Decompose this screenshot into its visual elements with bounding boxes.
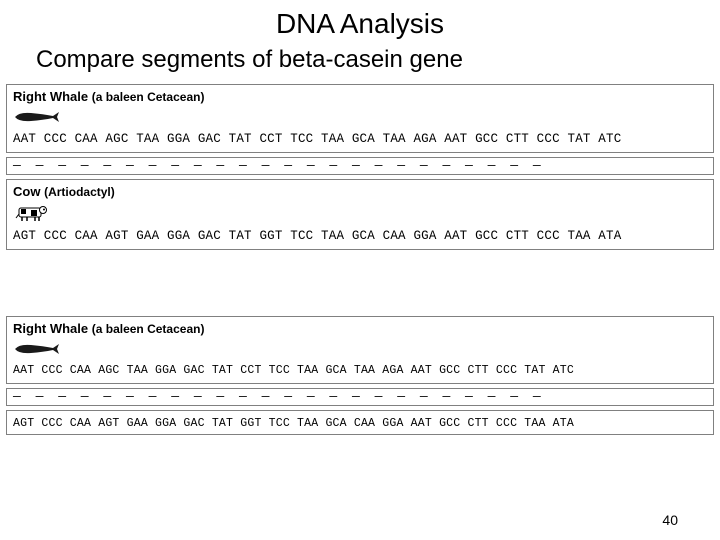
species-paren: (a baleen Cetacean)	[92, 90, 205, 104]
dash-text: — — — — — — — — — — — — — — — — — — — — …	[13, 160, 707, 172]
dash-text: — — — — — — — — — — — — — — — — — — — — …	[13, 391, 707, 403]
sequence-text-cow-2: AGT CCC CAA AGT GAA GGA GAC TAT GGT TCC …	[13, 415, 707, 430]
sequence-block-cow-2: AGT CCC CAA AGT GAA GGA GAC TAT GGT TCC …	[6, 410, 714, 435]
dash-separator-1: — — — — — — — — — — — — — — — — — — — — …	[6, 157, 714, 175]
species-paren: (a baleen Cetacean)	[92, 322, 205, 336]
sequence-block-cow: Cow (Artiodactyl) AGT CCC CAA AGT GAA GG…	[6, 179, 714, 250]
cow-icon	[13, 201, 61, 223]
species-name: Right Whale	[13, 321, 88, 336]
species-label-whale-2: Right Whale (a baleen Cetacean)	[13, 321, 204, 336]
whale-icon	[13, 338, 61, 360]
sequence-text-whale-2: AAT CCC CAA AGC TAA GGA GAC TAT CCT TCC …	[13, 362, 707, 377]
species-paren: (Artiodactyl)	[44, 185, 115, 199]
sequence-block-whale: Right Whale (a baleen Cetacean) AAT CCC …	[6, 84, 714, 153]
species-name: Right Whale	[13, 89, 88, 104]
species-label-whale: Right Whale (a baleen Cetacean)	[13, 89, 204, 104]
page-subtitle: Compare segments of beta-casein gene	[0, 40, 720, 84]
species-name: Cow	[13, 184, 40, 199]
page-number: 40	[662, 512, 678, 528]
species-label-cow: Cow (Artiodactyl)	[13, 184, 115, 199]
sequence-block-whale-2: Right Whale (a baleen Cetacean) AAT CCC …	[6, 316, 714, 384]
sequence-text-whale: AAT CCC CAA AGC TAA GGA GAC TAT CCT TCC …	[13, 130, 707, 146]
page-title: DNA Analysis	[0, 0, 720, 40]
whale-icon	[13, 106, 61, 128]
sequence-text-cow: AGT CCC CAA AGT GAA GGA GAC TAT GGT TCC …	[13, 227, 707, 243]
dash-separator-2: — — — — — — — — — — — — — — — — — — — — …	[6, 388, 714, 406]
